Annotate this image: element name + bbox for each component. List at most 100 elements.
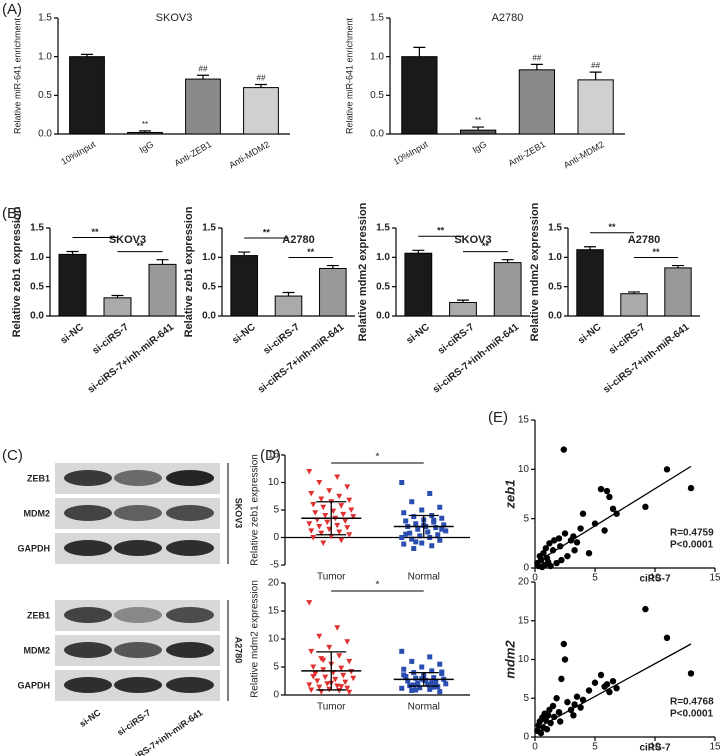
fit-line xyxy=(534,465,692,564)
y-axis-label: Relative zeb1 expression xyxy=(183,206,195,337)
blot-band xyxy=(166,540,214,556)
data-point xyxy=(603,681,611,688)
data-point xyxy=(324,681,331,687)
data-point xyxy=(399,648,405,654)
data-point xyxy=(411,546,417,551)
x-tick-label: 15 xyxy=(709,573,720,584)
data-point xyxy=(546,540,553,547)
error-bar xyxy=(457,299,469,303)
data-point xyxy=(342,679,349,686)
data-point xyxy=(338,537,345,544)
stat-label: P<0.0001 xyxy=(670,540,714,551)
data-point xyxy=(346,689,353,696)
data-point xyxy=(429,668,435,674)
data-point xyxy=(540,550,547,557)
value-annotation: ## xyxy=(532,54,541,63)
y-tick-label: 1.5 xyxy=(370,13,384,24)
data-point xyxy=(334,625,341,631)
bar xyxy=(577,79,614,135)
bar xyxy=(460,129,497,135)
y-tick-label: 0.0 xyxy=(30,311,44,322)
data-point xyxy=(334,522,341,529)
data-point xyxy=(571,547,578,554)
data-point xyxy=(336,653,343,659)
y-tick-label: 1.5 xyxy=(202,223,216,234)
data-point xyxy=(409,688,415,694)
data-point xyxy=(557,718,564,725)
error-bar xyxy=(111,294,124,298)
y-tick-label: 0 xyxy=(273,690,279,701)
stat-label: R=0.4768 xyxy=(670,697,714,708)
data-point xyxy=(346,658,353,665)
blot-band xyxy=(64,540,112,556)
error-bar xyxy=(282,291,295,297)
bar xyxy=(401,56,438,135)
y-tick-label: 0.5 xyxy=(38,90,52,101)
data-point xyxy=(553,695,560,702)
data-point xyxy=(429,680,435,686)
data-point xyxy=(443,528,449,534)
bar xyxy=(230,255,258,317)
data-point xyxy=(419,664,425,670)
data-point xyxy=(344,525,351,531)
data-point xyxy=(597,485,605,493)
y-tick-label: 0.5 xyxy=(548,281,562,292)
x-axis-label: ciRS-7 xyxy=(639,743,671,754)
data-point xyxy=(312,510,319,516)
y-axis-label: Relative miR-641 enrichment xyxy=(12,17,22,134)
cell-line-label: SKOV3 xyxy=(234,498,244,529)
y-axis-label: mdm2 xyxy=(502,640,517,679)
data-point xyxy=(597,671,605,679)
data-point xyxy=(431,684,437,690)
y-axis-label: Relative mdm2 expression xyxy=(250,580,261,698)
bar xyxy=(518,69,555,135)
data-point xyxy=(306,682,313,688)
value-annotation: ** xyxy=(142,120,148,129)
bar xyxy=(493,262,522,317)
data-point xyxy=(613,684,620,692)
data-point xyxy=(603,487,611,495)
data-point xyxy=(564,552,571,560)
data-point xyxy=(316,633,323,640)
blot-band xyxy=(114,540,162,556)
sd-bar xyxy=(316,651,347,691)
data-point xyxy=(555,535,563,542)
data-point xyxy=(405,678,411,684)
data-point xyxy=(564,698,571,706)
y-tick-label: 5 xyxy=(273,662,279,673)
blot-band xyxy=(166,677,214,693)
data-point xyxy=(585,687,593,694)
x-tick-label: 0 xyxy=(532,573,538,584)
data-point xyxy=(399,685,405,691)
data-point xyxy=(350,675,357,682)
data-point xyxy=(401,666,407,672)
blot-row-label: GAPDH xyxy=(17,680,50,690)
data-point xyxy=(338,684,345,690)
significance-label: ** xyxy=(437,226,445,236)
data-point xyxy=(340,511,347,518)
data-point xyxy=(437,537,443,543)
data-point xyxy=(441,522,447,528)
y-tick-label: 0.0 xyxy=(38,129,52,140)
data-point xyxy=(547,562,554,570)
data-point xyxy=(310,664,317,670)
significance-label: ** xyxy=(136,241,144,251)
blot-band xyxy=(114,642,162,658)
y-tick-label: 0.0 xyxy=(376,311,390,322)
data-point xyxy=(687,484,695,492)
panel-label: (B) xyxy=(2,205,22,222)
data-point xyxy=(318,530,325,537)
error-bar xyxy=(156,259,169,265)
error-bar xyxy=(255,83,267,88)
x-tick-label: 10 xyxy=(649,573,661,584)
data-point xyxy=(419,507,425,513)
y-tick-label: 10 xyxy=(268,477,280,488)
significance-label: ** xyxy=(307,247,315,257)
y-tick-label: 1.0 xyxy=(38,51,52,62)
data-point xyxy=(591,679,599,686)
blot-band xyxy=(64,677,112,693)
data-point xyxy=(443,681,449,687)
blot-band xyxy=(114,505,162,521)
data-point xyxy=(314,678,321,684)
y-tick-label: 5 xyxy=(273,505,279,516)
